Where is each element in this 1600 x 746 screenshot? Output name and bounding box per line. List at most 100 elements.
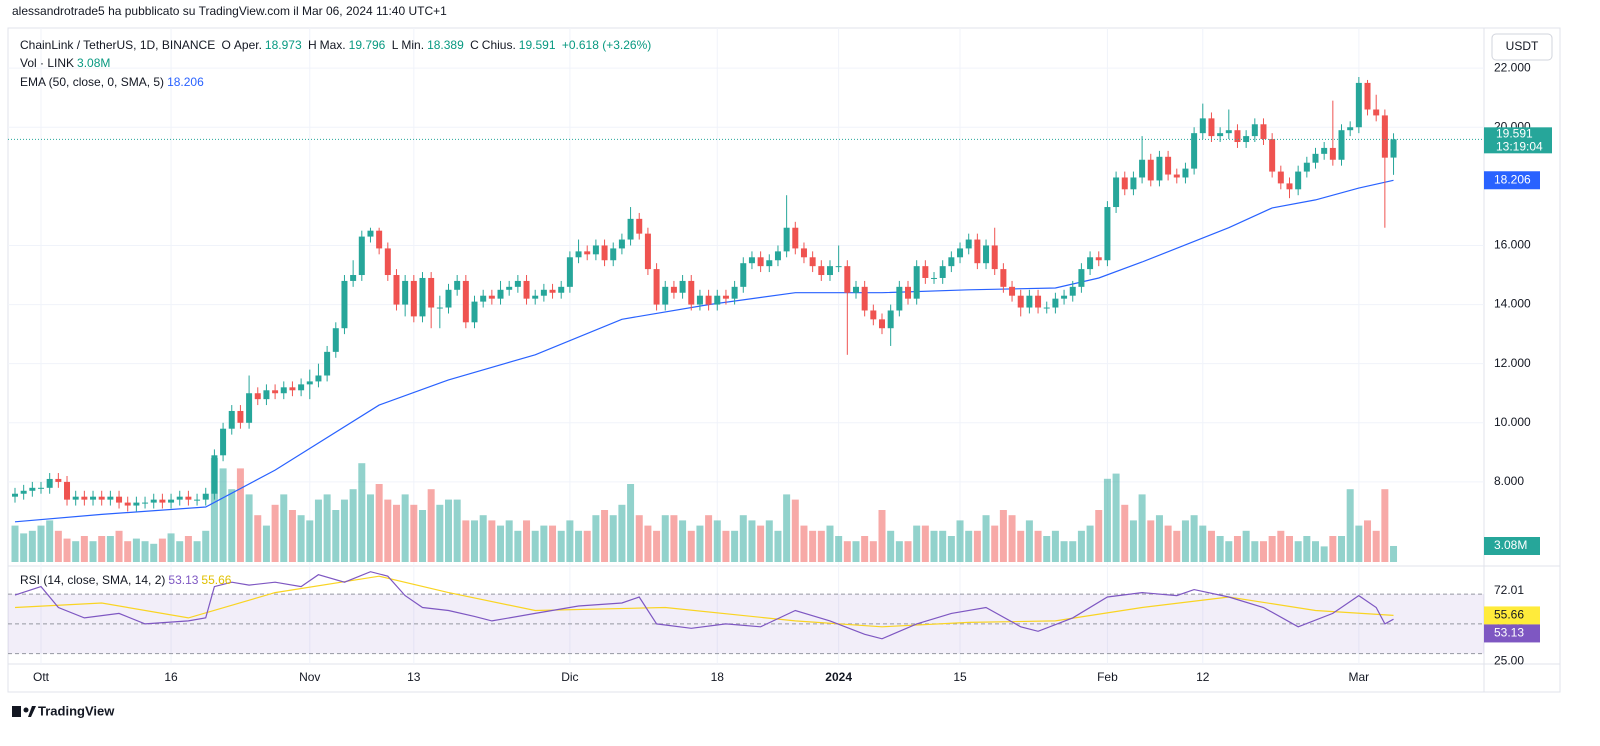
candle-body bbox=[1035, 295, 1042, 308]
x-tick-label: 18 bbox=[711, 670, 725, 684]
candle-body bbox=[1355, 82, 1362, 128]
candle-body bbox=[1329, 147, 1336, 160]
rsi-label: RSI (14, close, SMA, 14, 2) bbox=[20, 573, 166, 587]
volume-bar bbox=[115, 530, 123, 562]
candle-body bbox=[1295, 171, 1302, 190]
countdown: 13:19:04 bbox=[1496, 139, 1543, 153]
currency[interactable]: USDT bbox=[1506, 39, 1539, 53]
volume-label: Vol · LINK bbox=[20, 56, 75, 70]
volume-bar bbox=[601, 510, 609, 562]
volume-bar bbox=[835, 536, 843, 562]
candle-body bbox=[1381, 115, 1388, 158]
candle-body bbox=[1390, 139, 1397, 158]
candle-body bbox=[731, 286, 738, 299]
candle-body bbox=[254, 393, 261, 400]
candle-body bbox=[705, 295, 712, 305]
brand-logo bbox=[12, 706, 36, 717]
candle-body bbox=[1104, 207, 1111, 261]
volume-bar bbox=[947, 536, 955, 562]
volume-bar bbox=[696, 525, 704, 562]
volume-bar bbox=[843, 541, 851, 562]
candle-body bbox=[1277, 171, 1284, 184]
candle-body bbox=[722, 295, 729, 299]
volume-bar bbox=[314, 499, 322, 562]
volume-bar bbox=[575, 530, 583, 562]
currency-button[interactable] bbox=[1491, 33, 1553, 61]
volume-bar bbox=[340, 499, 348, 562]
volume-bar bbox=[453, 499, 461, 562]
candle-body bbox=[1225, 130, 1232, 134]
x-tick-label: Dic bbox=[561, 670, 578, 684]
open-label: Aper. bbox=[233, 38, 262, 52]
candle-body bbox=[905, 286, 912, 299]
volume-bar bbox=[1207, 530, 1215, 562]
candle-body bbox=[757, 257, 764, 267]
volume-bar bbox=[219, 468, 227, 562]
candle-body bbox=[298, 384, 305, 391]
volume-bar bbox=[384, 499, 392, 562]
volume-bar bbox=[1008, 515, 1016, 562]
volume-bar bbox=[1112, 473, 1120, 562]
volume-bar bbox=[627, 484, 635, 562]
volume-bar bbox=[1390, 545, 1398, 562]
x-tick-label: 12 bbox=[1196, 670, 1210, 684]
volume-bar bbox=[418, 510, 426, 562]
candle-body bbox=[384, 248, 391, 276]
high-label: Max. bbox=[319, 38, 346, 52]
ema-value: 18.206 bbox=[167, 75, 204, 89]
candle-body bbox=[644, 233, 651, 270]
candle-body bbox=[549, 289, 556, 293]
volume-bar bbox=[774, 530, 782, 562]
volume-bar bbox=[1051, 530, 1059, 562]
candle-body bbox=[532, 295, 539, 299]
candle-body bbox=[168, 499, 175, 503]
candle-body bbox=[454, 280, 461, 290]
volume-bar bbox=[999, 510, 1007, 562]
candle-body bbox=[1026, 295, 1033, 308]
volume-bar bbox=[1173, 530, 1181, 562]
candle-body bbox=[289, 387, 296, 391]
volume-bar bbox=[861, 536, 869, 562]
candle-body bbox=[1130, 177, 1137, 190]
price-tag-value: 19.591 bbox=[1496, 126, 1533, 140]
volume-bar bbox=[254, 515, 262, 562]
volume-bar bbox=[54, 530, 62, 562]
volume-bar bbox=[679, 520, 687, 562]
volume-bar bbox=[1086, 525, 1094, 562]
volume-bar bbox=[1320, 546, 1328, 562]
candle-body bbox=[1009, 286, 1016, 296]
volume-bar bbox=[1242, 530, 1250, 562]
volume-bar bbox=[1199, 525, 1207, 562]
candle-body bbox=[826, 266, 833, 276]
volume-bar bbox=[1181, 520, 1189, 562]
candle-body bbox=[98, 496, 105, 500]
volume-bar bbox=[609, 515, 617, 562]
volume-bar bbox=[965, 530, 973, 562]
volume-bar bbox=[1355, 525, 1363, 562]
candle-body bbox=[142, 502, 149, 504]
volume-bar bbox=[1164, 525, 1172, 562]
rsi-ma-tag-value: 55.66 bbox=[1494, 608, 1524, 622]
x-tick-label: Ott bbox=[33, 670, 50, 684]
candle-body bbox=[1208, 118, 1215, 137]
candle-body bbox=[835, 266, 842, 268]
ema-tag-value: 18.206 bbox=[1494, 172, 1531, 186]
candle-body bbox=[679, 280, 686, 293]
l: L bbox=[391, 38, 399, 52]
o: O bbox=[221, 38, 231, 52]
volume-bar bbox=[150, 543, 158, 562]
volume-bar bbox=[869, 541, 877, 562]
candle-body bbox=[1078, 269, 1085, 287]
x-tick-label: 2024 bbox=[825, 670, 852, 684]
volume-bar bbox=[1372, 530, 1380, 562]
volume-bar bbox=[670, 515, 678, 562]
volume-bar bbox=[1025, 520, 1033, 562]
volume-bar bbox=[817, 530, 825, 562]
candle-body bbox=[852, 286, 859, 293]
volume-value: 3.08M bbox=[77, 56, 111, 70]
candle-body bbox=[800, 248, 807, 258]
volume-bar bbox=[436, 504, 444, 562]
volume-bar bbox=[20, 533, 28, 562]
rsi-line bbox=[14, 571, 1394, 640]
